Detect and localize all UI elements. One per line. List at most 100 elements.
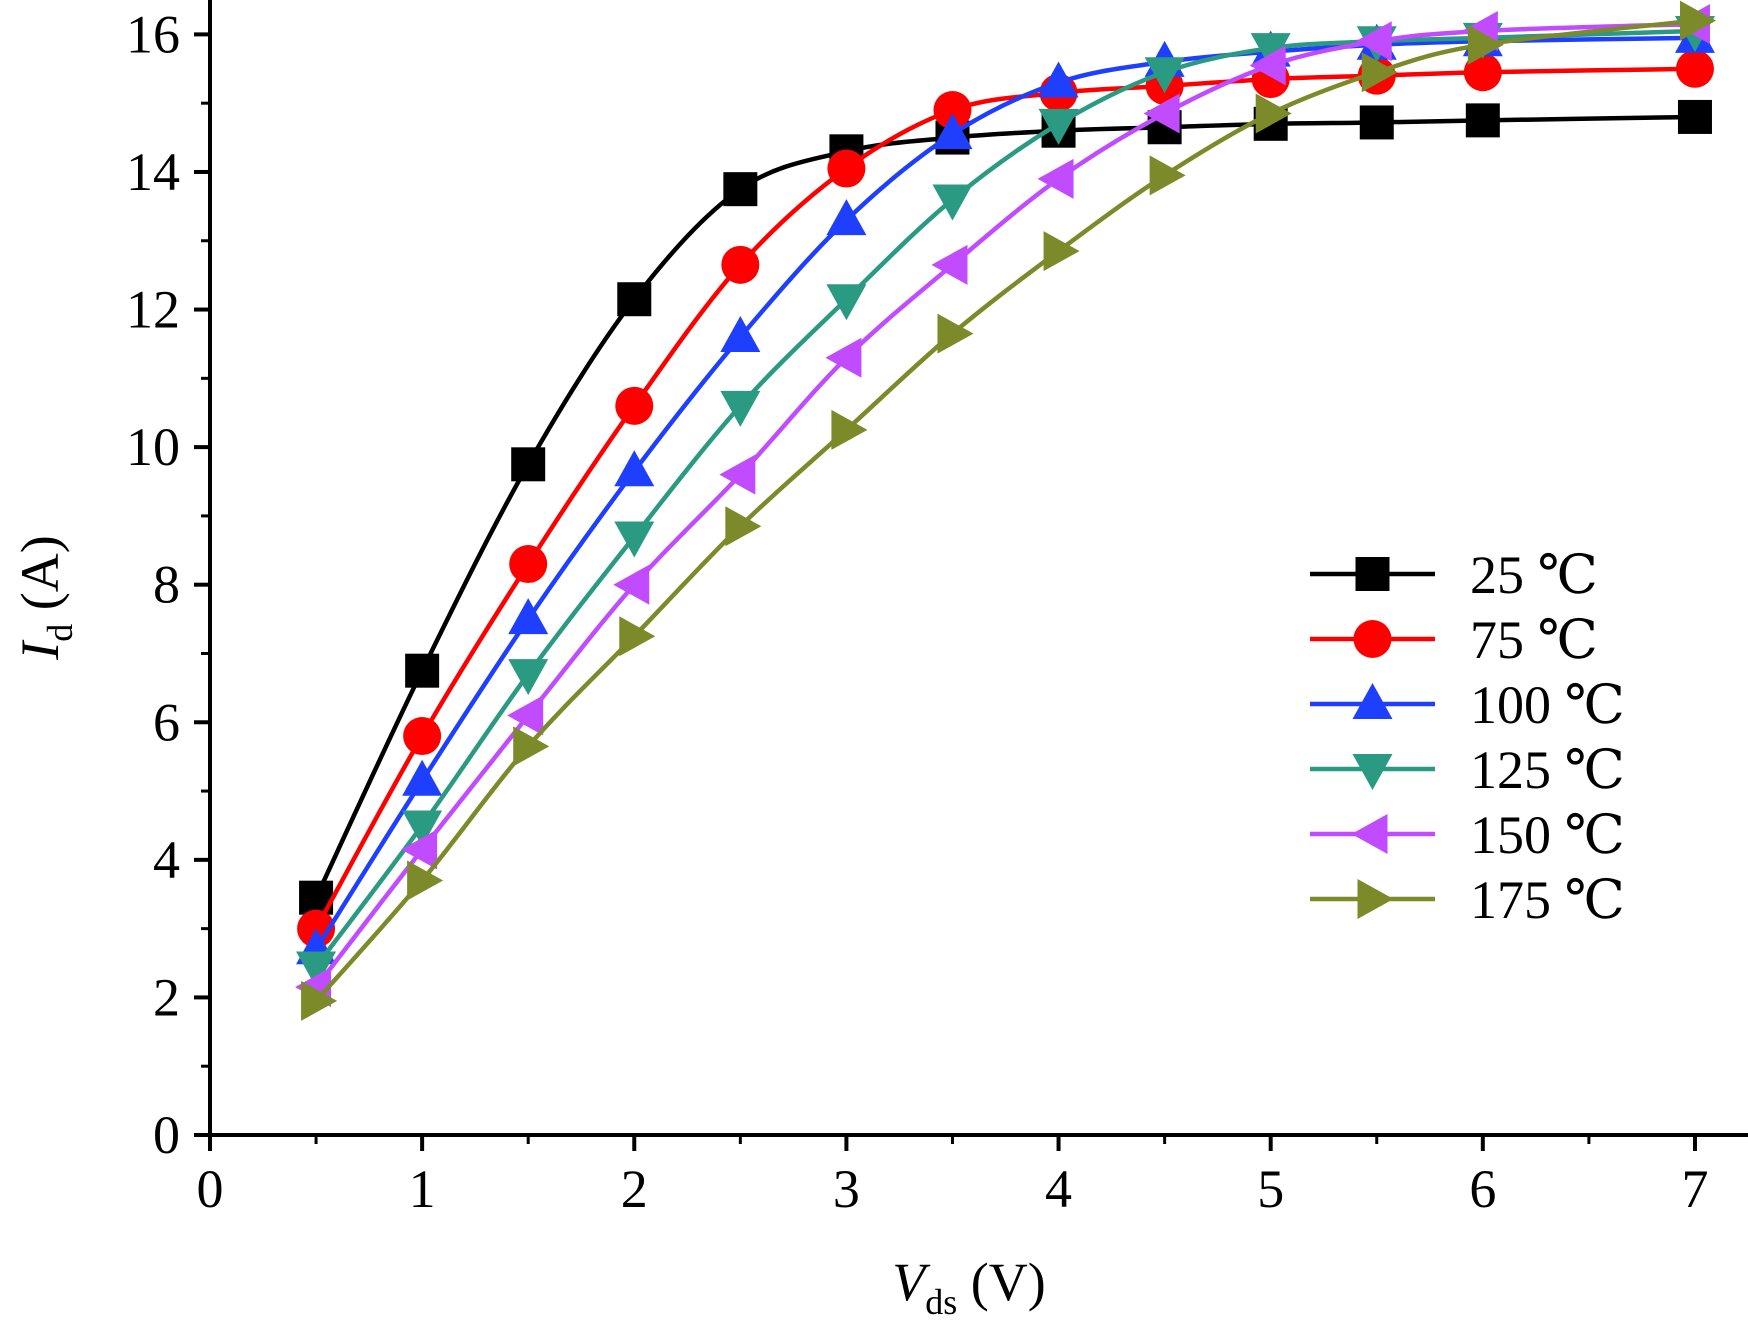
legend-marker xyxy=(1357,879,1394,919)
legend-label: 150 ℃ xyxy=(1470,805,1625,865)
legend-item: 75 ℃ xyxy=(1310,610,1598,670)
data-point xyxy=(1250,33,1291,70)
data-point xyxy=(721,245,760,284)
data-point xyxy=(826,199,867,236)
data-point xyxy=(1255,93,1292,134)
data-point xyxy=(1463,53,1502,92)
y-tick-label: 10 xyxy=(126,417,180,477)
y-tick-label: 2 xyxy=(153,967,180,1027)
data-point xyxy=(1675,49,1714,88)
data-point xyxy=(1677,99,1712,134)
legend-marker xyxy=(1352,754,1393,790)
x-axis: 0 1 2 3 4 5 6 7 xyxy=(197,1135,1708,1219)
series-6 xyxy=(301,0,1716,1021)
data-point xyxy=(1149,155,1186,196)
data-point xyxy=(1038,108,1079,145)
legend-label: 175 ℃ xyxy=(1470,870,1625,930)
legend-marker xyxy=(1351,814,1388,854)
legend-marker xyxy=(1355,557,1390,591)
data-point xyxy=(507,695,544,736)
data-point xyxy=(725,506,762,547)
data-point xyxy=(723,172,758,207)
x-tick-label: 6 xyxy=(1469,1159,1496,1219)
plot-frame xyxy=(208,0,1748,1137)
data-point xyxy=(937,313,974,354)
y-tick-label: 4 xyxy=(153,830,180,890)
data-point xyxy=(1143,93,1180,134)
y-axis-title-subscript: d xyxy=(40,624,80,642)
data-point xyxy=(1679,0,1716,41)
legend-item: 175 ℃ xyxy=(1310,870,1625,930)
legend-item: 100 ℃ xyxy=(1310,675,1625,735)
data-point xyxy=(401,829,438,870)
data-point xyxy=(932,113,973,150)
data-point xyxy=(933,91,972,130)
data-point xyxy=(1359,105,1394,140)
y-tick-label: 8 xyxy=(153,555,180,615)
data-point xyxy=(1037,158,1074,199)
data-point xyxy=(720,390,761,427)
data-point xyxy=(613,564,650,605)
data-point xyxy=(1355,21,1392,62)
data-point xyxy=(615,386,654,425)
x-tick-label: 3 xyxy=(833,1159,860,1219)
data-point xyxy=(513,726,550,767)
legend-label: 75 ℃ xyxy=(1470,610,1598,670)
y-axis-title-symbol: I xyxy=(10,639,70,661)
data-point xyxy=(1038,61,1079,98)
data-point xyxy=(614,521,655,558)
data-point xyxy=(403,717,442,756)
data-point xyxy=(825,337,862,378)
data-point xyxy=(614,450,655,487)
data-point xyxy=(296,951,337,988)
x-tick-label: 5 xyxy=(1257,1159,1284,1219)
data-point xyxy=(831,409,868,450)
legend-marker xyxy=(1353,620,1392,658)
legend-marker xyxy=(1352,683,1393,719)
data-point xyxy=(1361,52,1398,93)
data-point xyxy=(720,316,761,353)
data-point xyxy=(932,184,973,221)
data-point xyxy=(407,860,444,901)
data-point xyxy=(402,810,443,847)
data-point xyxy=(1467,24,1504,65)
x-axis-title-symbol: V xyxy=(892,1252,931,1312)
x-axis-title: Vds (V) xyxy=(892,1252,1045,1322)
legend-label: 100 ℃ xyxy=(1470,675,1625,735)
data-point xyxy=(931,244,968,285)
data-point xyxy=(827,149,866,188)
legend-item: 125 ℃ xyxy=(1310,740,1625,800)
data-point xyxy=(617,282,652,317)
x-tick-label: 0 xyxy=(197,1159,224,1219)
x-axis-title-unit: (V) xyxy=(957,1252,1045,1312)
data-point xyxy=(508,659,549,696)
data-point xyxy=(508,598,549,635)
x-tick-label: 4 xyxy=(1045,1159,1072,1219)
data-point xyxy=(619,616,656,657)
data-point xyxy=(1249,45,1286,86)
data-point xyxy=(1043,231,1080,272)
data-point xyxy=(1144,57,1185,94)
y-tick-label: 12 xyxy=(126,280,180,340)
y-tick-label: 0 xyxy=(153,1105,180,1165)
legend-item: 25 ℃ xyxy=(1310,545,1598,605)
data-point xyxy=(509,545,548,584)
data-point xyxy=(511,447,546,482)
x-tick-label: 1 xyxy=(409,1159,436,1219)
y-tick-label: 16 xyxy=(126,4,180,64)
series-layer xyxy=(295,0,1716,1021)
x-tick-label: 7 xyxy=(1681,1159,1708,1219)
data-point xyxy=(301,980,338,1021)
y-axis-title: Id (A) xyxy=(10,535,80,660)
legend-label: 125 ℃ xyxy=(1470,740,1625,800)
x-tick-label: 2 xyxy=(621,1159,648,1219)
y-axis-title-unit: (A) xyxy=(10,535,70,623)
legend-label: 25 ℃ xyxy=(1470,545,1598,605)
data-point xyxy=(1465,103,1500,138)
x-axis-title-subscript: ds xyxy=(925,1282,957,1322)
legend-item: 150 ℃ xyxy=(1310,805,1625,865)
data-point xyxy=(826,284,867,321)
